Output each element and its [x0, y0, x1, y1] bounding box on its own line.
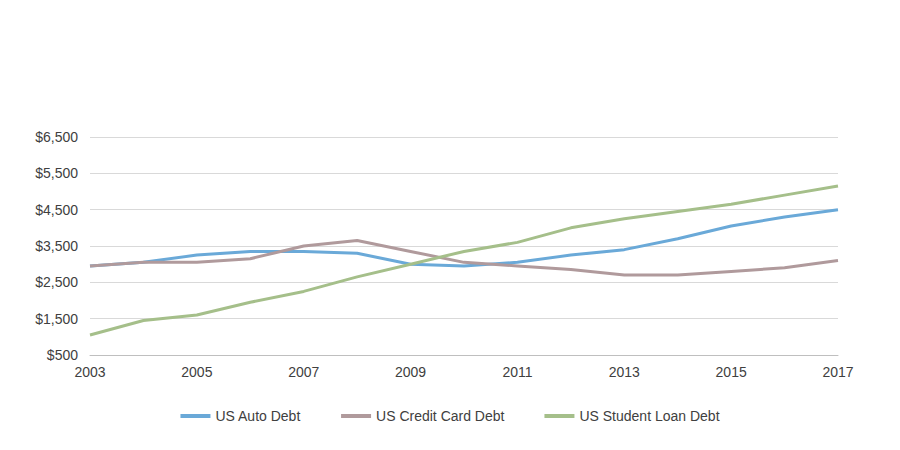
svg-text:US Auto Debt: US Auto Debt [215, 408, 300, 424]
svg-text:2005: 2005 [181, 364, 212, 380]
svg-text:2003: 2003 [74, 364, 105, 380]
svg-text:$5,500: $5,500 [35, 165, 78, 181]
svg-text:2013: 2013 [609, 364, 640, 380]
svg-text:$500: $500 [47, 347, 78, 363]
svg-text:$6,500: $6,500 [35, 129, 78, 145]
svg-text:$2,500: $2,500 [35, 274, 78, 290]
svg-text:US Student Loan Debt: US Student Loan Debt [579, 408, 719, 424]
svg-text:$1,500: $1,500 [35, 311, 78, 327]
svg-text:US Credit Card Debt: US Credit Card Debt [376, 408, 504, 424]
svg-text:2007: 2007 [288, 364, 319, 380]
svg-text:2015: 2015 [716, 364, 747, 380]
svg-text:$3,500: $3,500 [35, 238, 78, 254]
svg-text:2009: 2009 [395, 364, 426, 380]
svg-text:2011: 2011 [502, 364, 532, 380]
svg-text:$4,500: $4,500 [35, 202, 78, 218]
svg-text:2017: 2017 [822, 364, 853, 380]
